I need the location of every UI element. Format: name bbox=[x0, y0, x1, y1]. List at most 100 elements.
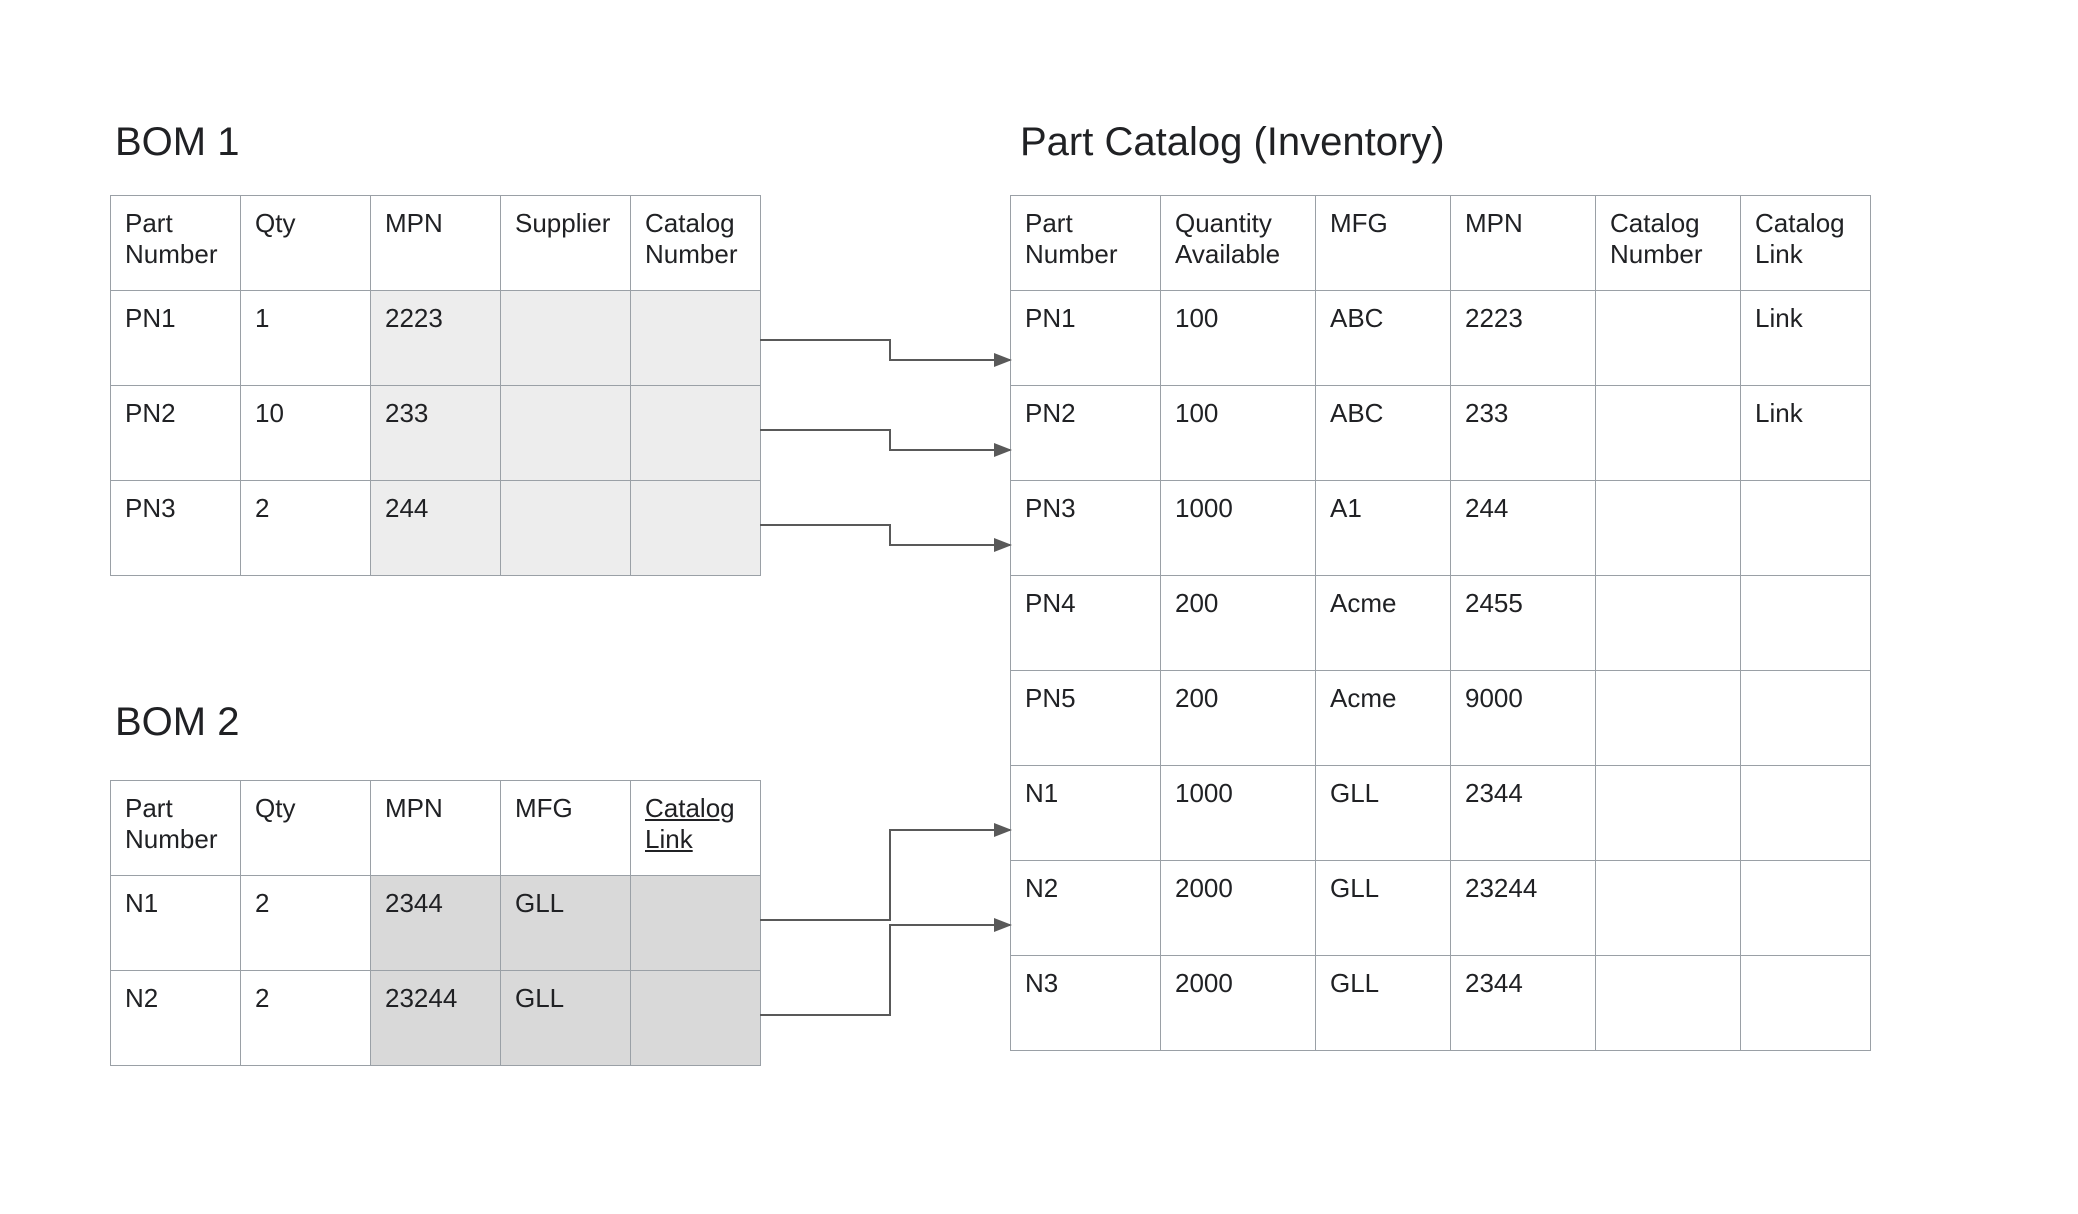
cell: GLL bbox=[501, 876, 631, 971]
cell: 1000 bbox=[1161, 481, 1316, 576]
table-row: N2 2000 GLL 23244 bbox=[1011, 861, 1871, 956]
cell: 2 bbox=[241, 876, 371, 971]
cell: ABC bbox=[1316, 386, 1451, 481]
cell bbox=[1741, 956, 1871, 1051]
cell: 244 bbox=[1451, 481, 1596, 576]
cell bbox=[1596, 956, 1741, 1051]
cell bbox=[1596, 291, 1741, 386]
cell: 2000 bbox=[1161, 861, 1316, 956]
cell bbox=[1596, 386, 1741, 481]
table-row: N1 1000 GLL 2344 bbox=[1011, 766, 1871, 861]
cell: 200 bbox=[1161, 671, 1316, 766]
col-header: Part Number bbox=[111, 781, 241, 876]
diagram-canvas: BOM 1 BOM 2 Part Catalog (Inventory) Par… bbox=[0, 0, 2078, 1214]
cell bbox=[501, 481, 631, 576]
cell: GLL bbox=[1316, 956, 1451, 1051]
cell bbox=[1596, 576, 1741, 671]
cell: PN2 bbox=[111, 386, 241, 481]
cell: 244 bbox=[371, 481, 501, 576]
col-header: Catalog Number bbox=[631, 196, 761, 291]
cell: A1 bbox=[1316, 481, 1451, 576]
catalog-title: Part Catalog (Inventory) bbox=[1020, 120, 1445, 165]
cell: 200 bbox=[1161, 576, 1316, 671]
cell bbox=[1741, 671, 1871, 766]
cell bbox=[1596, 766, 1741, 861]
cell: 2455 bbox=[1451, 576, 1596, 671]
cell: 100 bbox=[1161, 386, 1316, 481]
cell bbox=[631, 291, 761, 386]
table-row: PN3 2 244 bbox=[111, 481, 761, 576]
cell: PN4 bbox=[1011, 576, 1161, 671]
cell: 2 bbox=[241, 481, 371, 576]
table-row: PN1 100 ABC 2223 Link bbox=[1011, 291, 1871, 386]
table-header-row: Part Number Quantity Available MFG MPN C… bbox=[1011, 196, 1871, 291]
cell: 233 bbox=[1451, 386, 1596, 481]
cell: ABC bbox=[1316, 291, 1451, 386]
catalog-table: Part Number Quantity Available MFG MPN C… bbox=[1010, 195, 1871, 1051]
cell: N2 bbox=[111, 971, 241, 1066]
cell: 233 bbox=[371, 386, 501, 481]
col-header: Quantity Available bbox=[1161, 196, 1316, 291]
cell: 2223 bbox=[1451, 291, 1596, 386]
cell bbox=[1596, 861, 1741, 956]
table-row: N1 2 2344 GLL bbox=[111, 876, 761, 971]
col-header: MFG bbox=[1316, 196, 1451, 291]
cell: 10 bbox=[241, 386, 371, 481]
cell: N3 bbox=[1011, 956, 1161, 1051]
cell: GLL bbox=[501, 971, 631, 1066]
cell: Acme bbox=[1316, 671, 1451, 766]
table-row: PN2 10 233 bbox=[111, 386, 761, 481]
col-header: Qty bbox=[241, 196, 371, 291]
cell: N1 bbox=[1011, 766, 1161, 861]
col-header: Part Number bbox=[1011, 196, 1161, 291]
cell: N2 bbox=[1011, 861, 1161, 956]
table-row: N3 2000 GLL 2344 bbox=[1011, 956, 1871, 1051]
cell bbox=[501, 291, 631, 386]
cell: 23244 bbox=[1451, 861, 1596, 956]
col-header: Catalog Link bbox=[1741, 196, 1871, 291]
bom2-title: BOM 2 bbox=[115, 700, 239, 745]
cell bbox=[1741, 861, 1871, 956]
cell: 2000 bbox=[1161, 956, 1316, 1051]
col-header: MFG bbox=[501, 781, 631, 876]
col-header: MPN bbox=[1451, 196, 1596, 291]
cell: PN1 bbox=[1011, 291, 1161, 386]
cell bbox=[1741, 481, 1871, 576]
col-header: MPN bbox=[371, 781, 501, 876]
cell: 1000 bbox=[1161, 766, 1316, 861]
col-header: Catalog Number bbox=[1596, 196, 1741, 291]
table-header-row: Part Number Qty MPN MFG Catalog Link bbox=[111, 781, 761, 876]
col-header: MPN bbox=[371, 196, 501, 291]
cell bbox=[631, 481, 761, 576]
table-row: N2 2 23244 GLL bbox=[111, 971, 761, 1066]
cell: PN3 bbox=[111, 481, 241, 576]
cell: GLL bbox=[1316, 861, 1451, 956]
cell bbox=[631, 386, 761, 481]
cell: 2223 bbox=[371, 291, 501, 386]
cell: 1 bbox=[241, 291, 371, 386]
cell: Acme bbox=[1316, 576, 1451, 671]
cell: PN1 bbox=[111, 291, 241, 386]
cell bbox=[1596, 671, 1741, 766]
bom2-table: Part Number Qty MPN MFG Catalog Link N1 … bbox=[110, 780, 761, 1066]
table-header-row: Part Number Qty MPN Supplier Catalog Num… bbox=[111, 196, 761, 291]
table-row: PN5 200 Acme 9000 bbox=[1011, 671, 1871, 766]
cell: 2 bbox=[241, 971, 371, 1066]
cell: Link bbox=[1741, 291, 1871, 386]
col-header-text: Catalog Link bbox=[645, 793, 735, 854]
col-header: Part Number bbox=[111, 196, 241, 291]
cell bbox=[1741, 576, 1871, 671]
cell: 2344 bbox=[1451, 956, 1596, 1051]
bom1-table: Part Number Qty MPN Supplier Catalog Num… bbox=[110, 195, 761, 576]
cell: Link bbox=[1741, 386, 1871, 481]
cell: GLL bbox=[1316, 766, 1451, 861]
cell: PN5 bbox=[1011, 671, 1161, 766]
cell bbox=[631, 971, 761, 1066]
bom1-title: BOM 1 bbox=[115, 120, 239, 165]
cell: PN3 bbox=[1011, 481, 1161, 576]
table-row: PN4 200 Acme 2455 bbox=[1011, 576, 1871, 671]
cell bbox=[1596, 481, 1741, 576]
cell: N1 bbox=[111, 876, 241, 971]
cell: 23244 bbox=[371, 971, 501, 1066]
table-row: PN1 1 2223 bbox=[111, 291, 761, 386]
